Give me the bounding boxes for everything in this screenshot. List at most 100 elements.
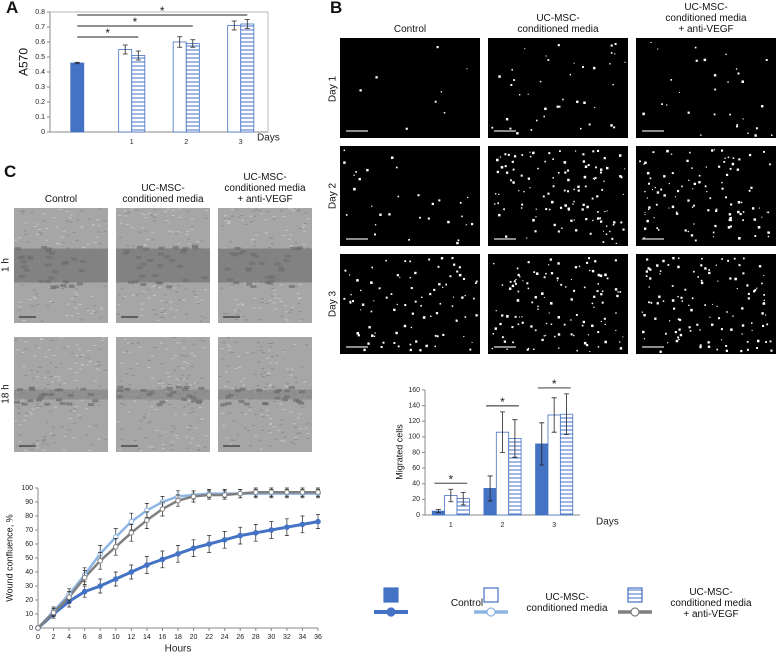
cell-spot <box>572 203 574 205</box>
texture <box>24 348 28 350</box>
wound-edge <box>37 396 44 400</box>
texture <box>80 363 84 365</box>
cell-spot <box>373 335 376 337</box>
texture <box>280 315 284 317</box>
texture <box>87 218 91 220</box>
y-tick-label: 0 <box>41 129 45 136</box>
texture <box>198 420 202 422</box>
cell-spot <box>671 285 674 287</box>
texture <box>39 232 43 234</box>
x-tick-label: 2 <box>501 522 505 529</box>
row-label: 1 h <box>0 258 12 272</box>
texture <box>248 409 252 411</box>
texture <box>138 231 142 233</box>
cell-spot <box>707 345 711 348</box>
cell-spot <box>606 210 608 212</box>
texture <box>147 212 151 214</box>
cell-spot <box>771 134 773 136</box>
texture <box>291 306 295 308</box>
cell-spot <box>582 320 586 324</box>
cell-spot <box>404 260 407 263</box>
texture <box>126 245 130 247</box>
texture <box>97 225 101 227</box>
cell-spot <box>639 160 641 163</box>
y-tick-label: 100 <box>21 485 33 492</box>
panel-label: A <box>6 0 19 17</box>
texture <box>135 363 139 365</box>
cell-spot <box>529 155 532 158</box>
wound-edge <box>136 245 143 249</box>
texture <box>165 348 169 350</box>
texture <box>38 228 42 230</box>
texture <box>36 403 40 405</box>
texture <box>144 217 148 219</box>
texture <box>120 288 124 290</box>
wound-edge <box>298 401 305 405</box>
texture <box>69 410 73 412</box>
texture <box>66 303 70 305</box>
wound-edge <box>124 249 131 253</box>
cell-spot <box>586 205 589 209</box>
y-tick-label: 0.5 <box>35 54 45 61</box>
texture <box>23 449 27 451</box>
cell-spot <box>618 154 622 157</box>
cell-spot <box>557 172 560 174</box>
texture <box>49 284 53 286</box>
texture <box>21 284 25 286</box>
texture <box>138 346 142 348</box>
cell-spot <box>578 265 581 268</box>
texture <box>301 226 305 228</box>
texture <box>136 342 140 344</box>
cell-spot <box>516 132 519 135</box>
cell-spot <box>588 123 591 126</box>
texture <box>185 234 189 236</box>
texture <box>24 234 28 236</box>
cell-spot <box>604 323 606 325</box>
cell-spot <box>513 155 517 158</box>
x-tick-label: 22 <box>205 634 213 641</box>
texture <box>22 366 26 368</box>
texture <box>31 408 35 410</box>
cell-spot <box>688 304 690 307</box>
point <box>128 569 135 575</box>
texture <box>161 382 165 384</box>
texture <box>285 229 289 231</box>
cell-spot <box>641 311 643 313</box>
texture <box>273 400 277 402</box>
texture <box>262 388 266 390</box>
texture <box>18 434 22 436</box>
texture <box>118 380 122 382</box>
cell-spot <box>734 277 737 281</box>
texture <box>300 406 304 408</box>
texture <box>153 347 157 349</box>
texture <box>265 414 269 416</box>
texture <box>220 348 224 350</box>
cell-spot <box>343 161 346 164</box>
texture <box>66 234 70 236</box>
texture <box>247 430 251 432</box>
texture <box>24 222 28 224</box>
texture <box>174 355 178 357</box>
cell-spot <box>736 168 740 171</box>
cell-spot <box>551 200 554 204</box>
wound-edge <box>27 256 34 260</box>
cell-spot <box>769 163 771 166</box>
cell-spot <box>559 150 561 152</box>
cell-spot <box>758 265 762 268</box>
texture <box>251 352 255 354</box>
texture <box>269 346 273 348</box>
cell-spot <box>727 156 730 159</box>
texture <box>103 438 107 440</box>
wound-edge <box>282 398 289 402</box>
cell-spot <box>649 277 652 280</box>
texture <box>218 376 222 378</box>
cell-spot <box>518 316 520 318</box>
texture <box>192 411 196 413</box>
texture <box>173 369 177 371</box>
cell-spot <box>514 282 517 285</box>
row-label: 18 h <box>0 384 12 404</box>
texture <box>35 303 39 305</box>
texture <box>151 448 155 450</box>
texture <box>200 299 204 301</box>
